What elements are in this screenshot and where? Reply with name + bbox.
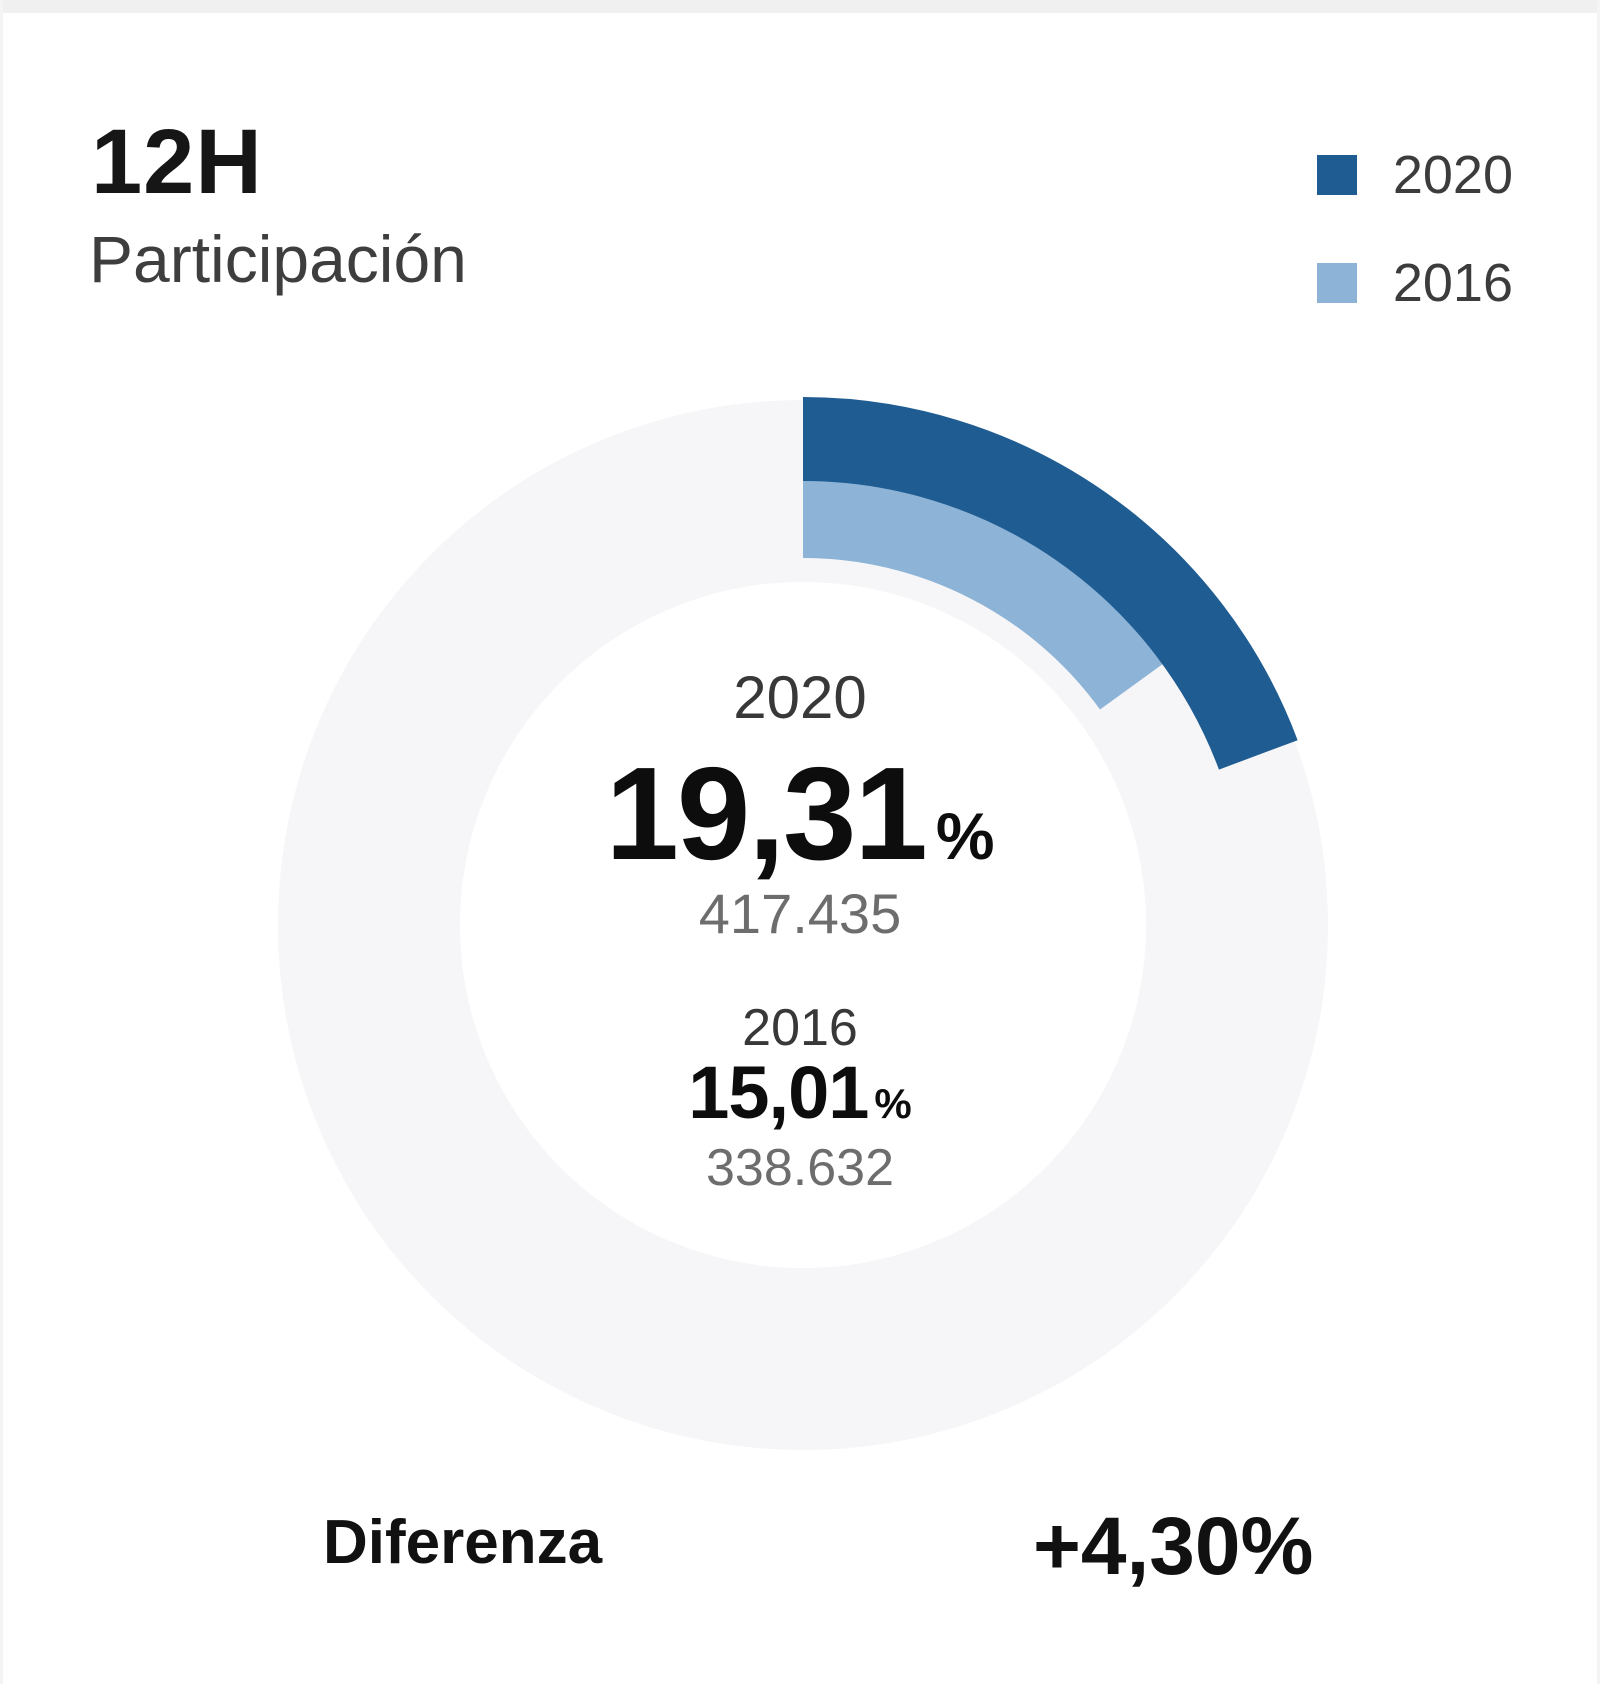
legend: 2020 2016 <box>1316 145 1513 313</box>
center-year-2016: 2016 <box>742 999 858 1057</box>
legend-item-2020[interactable]: 2020 <box>1316 145 1513 205</box>
card-top-divider <box>3 0 1597 13</box>
donut-gauge-chart <box>278 397 1328 1450</box>
value-2020-number: 19,31 <box>605 740 927 887</box>
legend-swatch-2020-icon <box>1316 155 1357 195</box>
difference-label: Diferenza <box>323 1508 603 1577</box>
page-title: 12H <box>91 111 263 213</box>
legend-swatch-2016-icon <box>1316 263 1357 303</box>
value-2016-percent-sign: % <box>874 1080 912 1127</box>
center-value-2016: 15,01 % <box>3 1056 1597 1130</box>
page-subtitle: Participación <box>89 222 467 296</box>
value-2016-number: 15,01 <box>688 1051 869 1134</box>
legend-label-2020: 2020 <box>1392 145 1513 205</box>
center-year-2020: 2020 <box>733 664 867 731</box>
center-value-2020: 19,31 % <box>3 748 1597 880</box>
difference-value: +4,30% <box>1033 1501 1314 1592</box>
center-votes-2016: 338.632 <box>706 1139 894 1197</box>
legend-label-2016: 2016 <box>1392 253 1513 313</box>
arc-2020[interactable] <box>802 397 1298 770</box>
value-2020-percent-sign: % <box>935 799 995 873</box>
center-votes-2020: 417.435 <box>698 882 902 945</box>
gauge-track <box>278 400 1328 1450</box>
legend-item-2016[interactable]: 2016 <box>1316 253 1513 313</box>
arc-2016[interactable] <box>802 480 1164 710</box>
